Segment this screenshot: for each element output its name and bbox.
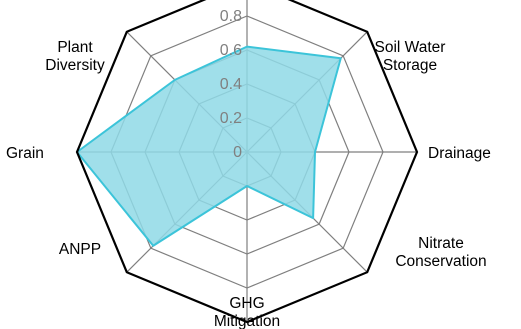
axis-label: Grain (6, 145, 44, 162)
radial-tick-label: 0.4 (220, 76, 242, 93)
radial-tick-label: 0.2 (220, 110, 242, 127)
radar-grid-ring (110, 15, 384, 289)
axis-label-line: Grain (6, 145, 44, 162)
axis-label: ANPP (59, 241, 101, 258)
axis-label-line: Diversity (45, 57, 105, 74)
axis-label-line: Plant (57, 39, 93, 56)
axis-label-line: GHG (229, 295, 264, 312)
radar-series-area (76, 45, 342, 247)
axis-label: Soil Water Storage (375, 39, 446, 74)
axis-label-line: Nitrate (418, 235, 464, 252)
axis-label-line: Storage (383, 57, 437, 74)
radial-tick-labels: 00.20.40.60.81 (220, 8, 242, 161)
axis-label: GHG Mitigation (214, 295, 280, 329)
radar-outer-frame (75, 0, 419, 324)
axis-label-line: Conservation (395, 253, 486, 270)
radar-series (75, 0, 419, 324)
axis-label-line: Drainage (428, 145, 491, 162)
axis-label: Plant Diversity (45, 39, 105, 74)
axis-label: Drainage (428, 145, 491, 162)
radial-tick-label: 0.6 (220, 42, 242, 59)
axis-labels: Soil Water Storage Drainage Nitrate Conserva… (6, 39, 491, 329)
radial-tick-label: 0.8 (220, 8, 242, 25)
axis-label-line: ANPP (59, 241, 101, 258)
axis-label-line: Mitigation (214, 313, 280, 329)
radial-tick-label: 0 (233, 144, 242, 161)
axis-label: Nitrate Conservation (395, 235, 486, 270)
axis-label-line: Soil Water (375, 39, 446, 56)
